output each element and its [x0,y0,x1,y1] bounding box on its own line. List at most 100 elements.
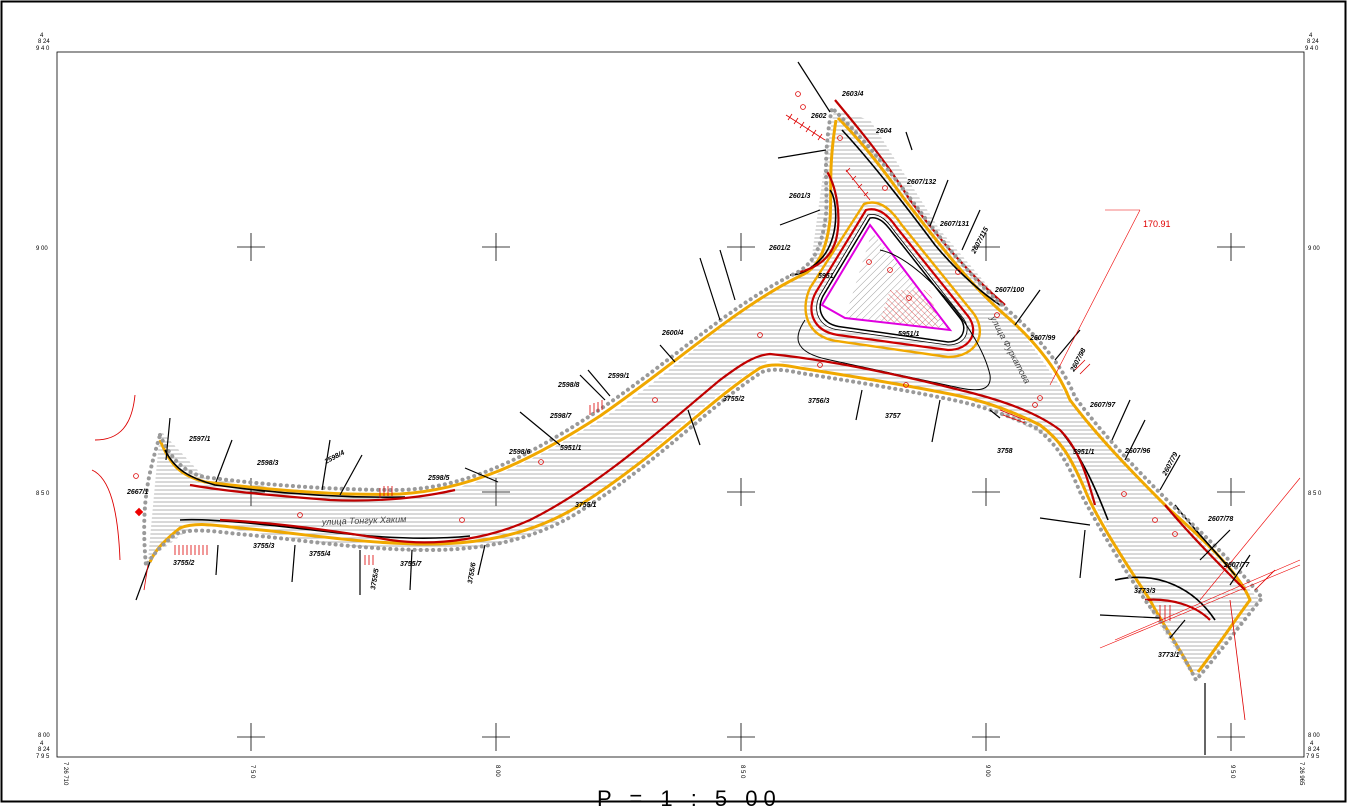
x-tick-750: 7 5 0 [249,765,255,779]
svg-text:8 24: 8 24 [1307,39,1319,45]
parcel-label: 2607/77 [1223,562,1250,569]
parcel-label: 2607/78 [1207,516,1233,523]
grid-cross [972,233,1000,261]
parcel-label: 3757 [885,413,902,420]
parcel-boundary-lines [135,61,1251,755]
island-orange-outline [804,201,981,359]
parcel-label: 2607/79 [1161,451,1180,478]
x-tick-900: 9 00 [984,765,990,777]
svg-text:8 24: 8 24 [1308,747,1320,753]
island-inner-black-ring [819,216,965,343]
parcel-label: 3755/3 [253,543,275,550]
parcel-label: 3773/3 [1134,588,1156,595]
grid-cross [482,233,510,261]
parcel-label: 3755/6 [467,562,478,584]
street-label-west: улица Тонгук Хаким [321,514,407,527]
parcel-label: 5951/1 [560,445,582,452]
svg-text:8 00: 8 00 [38,733,50,739]
island-outer-black-ring [797,249,991,391]
parcel-label: 2667/1 [126,489,149,496]
parcel-label: 2598/3 [256,460,279,467]
parcel-label: 2600/4 [661,330,684,337]
parcel-label: 2598/8 [557,382,580,389]
parcel-label: 3755/1 [575,502,597,509]
x-tick-850: 8 5 0 [739,765,745,779]
survey-dotted-outline [142,103,1265,684]
red-fence-marks [143,113,1276,721]
corner-label-bottom-left-rotated: 7 26 710 [62,762,68,786]
grid-cross [727,233,755,261]
parcel-label: 2607/99 [1029,335,1055,342]
parcel-label: 2607/115 [970,226,990,256]
grid-cross [727,723,755,751]
parcel-label: 5951/1 [898,331,920,338]
y-tick-right-850: 8 5 0 [1308,491,1322,497]
svg-text:4: 4 [40,741,44,747]
grid-cross [237,233,265,261]
corner-label-bottom-right: 8 00 4 8 24 7 9 5 [1306,733,1320,760]
y-tick-right-900: 9 00 [1308,246,1320,252]
grid-cross [482,723,510,751]
parcel-label: 2599/1 [607,373,630,380]
annotation-value: 170.91 [1143,219,1171,229]
y-tick-left-900: 9 00 [36,246,48,252]
svg-text:4: 4 [1309,33,1313,39]
island-red-hatch [880,290,940,330]
grid-cross [1217,233,1245,261]
y-tick-left-850: 8 5 0 [36,491,50,497]
corner-label-top-right: 4 8 24 9 4 0 [1305,33,1319,52]
red-survey-lines [1049,209,1301,649]
parcel-label: 3755/4 [309,551,331,558]
grid-cross [237,723,265,751]
road-surface [148,110,1260,680]
parcel-label: 5951/1 [1073,449,1095,456]
corner-label-top-left: 4 8 24 9 4 0 [36,33,50,52]
parcel-label: 2598/4 [323,449,346,466]
grid-cross [972,478,1000,506]
parcel-label: 3758 [997,448,1013,455]
parcel-label: 3755/7 [400,561,423,568]
red-survey-markers [133,91,1178,537]
x-tick-950: 9 5 0 [1229,765,1235,779]
map-frame [56,51,1305,758]
parcel-label: 3755/2 [723,396,745,403]
parcel-label: 2607/132 [906,179,936,186]
parcel-label: 3755/5 [370,568,381,590]
road-edge-red [189,99,1246,621]
grid-cross [1217,478,1245,506]
parcel-label: 2602 [810,113,827,120]
parcel-label: 2607/97 [1089,402,1116,409]
parcel-label: 2597/1 [188,436,211,443]
svg-text:8 24: 8 24 [38,747,50,753]
parcel-label: 5951 [818,273,834,280]
svg-text:8 24: 8 24 [38,39,50,45]
parcel-label: 3756/3 [808,398,830,405]
road-edge-orange [148,116,1252,673]
svg-text:4: 4 [40,33,44,39]
parcel-label: 2604 [875,128,892,135]
parcel-label: 3755/2 [173,560,195,567]
left-curb-arcs [91,394,136,561]
parcel-label: 2603/4 [841,91,864,98]
svg-text:7 9 5: 7 9 5 [1306,754,1320,760]
svg-text:9 4 0: 9 4 0 [36,46,50,52]
parcel-label: 2598/5 [427,475,450,482]
grid-cross [1217,723,1245,751]
grid-cross [972,723,1000,751]
parcel-label: 2601/2 [768,245,791,252]
svg-text:4: 4 [1310,741,1314,747]
parcel-label: 3773/1 [1158,652,1180,659]
corner-label-bottom-right-rotated: 7 26 965 [1298,762,1304,786]
svg-text:8 00: 8 00 [1308,733,1320,739]
parcel-label: 2601/3 [788,193,811,200]
x-tick-800: 8 00 [494,765,500,777]
corner-label-bottom-left: 8 00 4 8 24 7 9 5 [36,733,50,760]
svg-text:7 9 5: 7 9 5 [36,754,50,760]
island-red-outline [810,208,975,352]
scale-label: P = 1 : 5 00 [597,786,782,811]
parcel-label: 2607/96 [1124,448,1150,455]
red-diamond-marker [134,507,144,517]
svg-text:9 4 0: 9 4 0 [1305,46,1319,52]
